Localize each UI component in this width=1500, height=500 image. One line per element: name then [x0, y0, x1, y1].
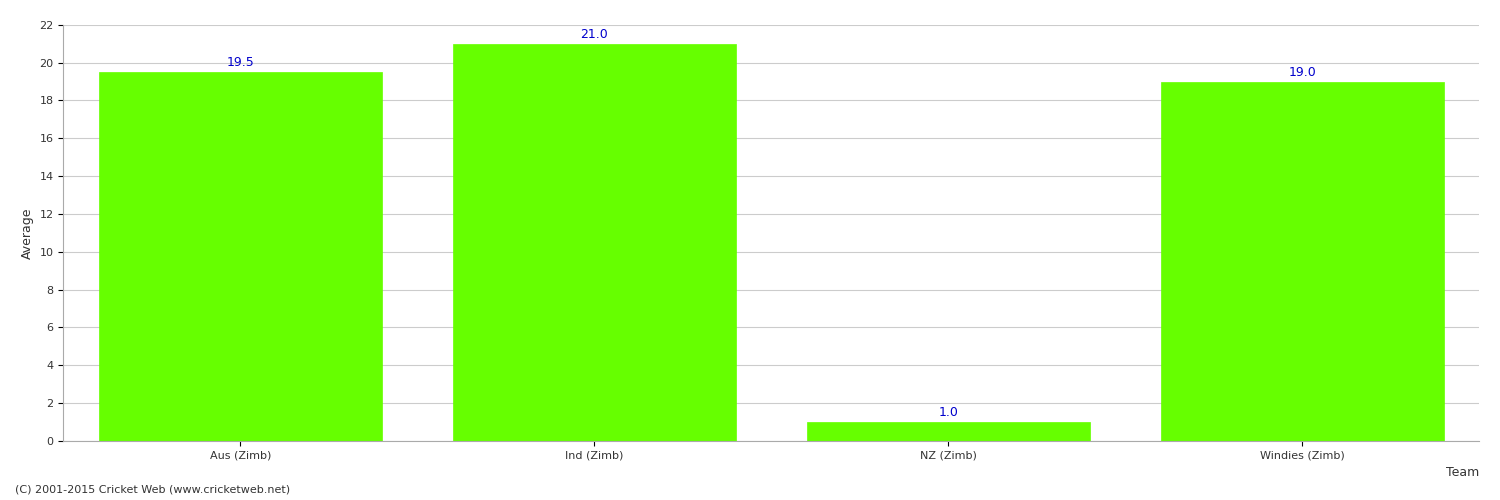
Bar	[99, 72, 382, 441]
Text: 21.0: 21.0	[580, 28, 608, 41]
Text: 1.0: 1.0	[939, 406, 958, 419]
Text: (C) 2001-2015 Cricket Web (www.cricketweb.net): (C) 2001-2015 Cricket Web (www.cricketwe…	[15, 485, 290, 495]
Bar	[807, 422, 1090, 441]
X-axis label: Team: Team	[1446, 466, 1479, 479]
Text: 19.5: 19.5	[226, 56, 254, 70]
Bar	[1161, 82, 1444, 441]
Text: 19.0: 19.0	[1288, 66, 1316, 78]
Y-axis label: Average: Average	[21, 207, 34, 258]
Bar	[453, 44, 736, 441]
